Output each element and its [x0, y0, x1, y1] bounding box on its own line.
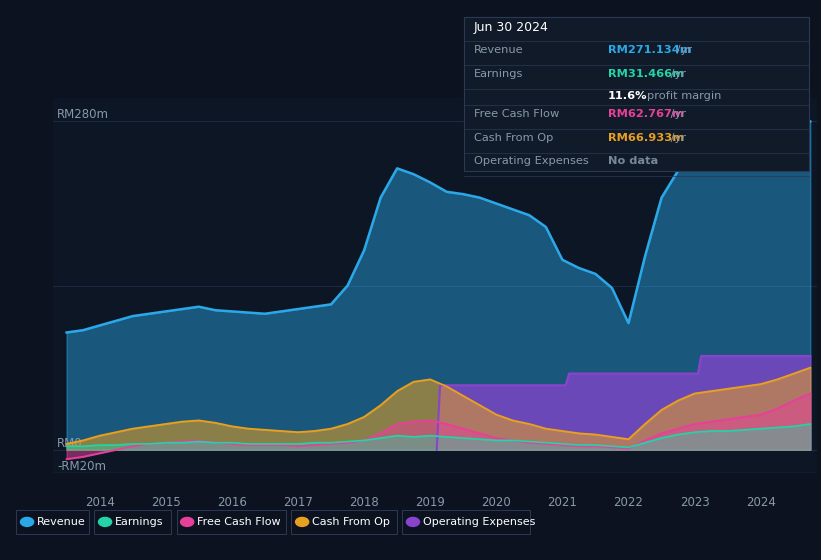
Text: RM62.767m: RM62.767m: [608, 109, 683, 119]
Text: 2024: 2024: [745, 496, 776, 508]
Text: 2023: 2023: [680, 496, 709, 508]
Text: RM31.466m: RM31.466m: [608, 69, 684, 78]
Text: RM0: RM0: [57, 437, 83, 450]
Text: Operating Expenses: Operating Expenses: [423, 517, 535, 527]
Text: 2016: 2016: [217, 496, 247, 508]
Text: 2019: 2019: [415, 496, 445, 508]
Text: Jun 30 2024: Jun 30 2024: [474, 21, 548, 34]
Text: /yr: /yr: [667, 133, 686, 143]
Text: /yr: /yr: [667, 69, 686, 78]
Text: /yr: /yr: [673, 45, 692, 55]
Text: Revenue: Revenue: [474, 45, 523, 55]
Text: 2021: 2021: [548, 496, 577, 508]
Text: Earnings: Earnings: [474, 69, 523, 78]
Text: Revenue: Revenue: [37, 517, 85, 527]
Text: profit margin: profit margin: [647, 91, 722, 101]
Text: 11.6%: 11.6%: [608, 91, 647, 101]
Text: Operating Expenses: Operating Expenses: [474, 156, 589, 166]
Text: 2018: 2018: [349, 496, 379, 508]
Text: 2015: 2015: [151, 496, 181, 508]
Text: 2020: 2020: [481, 496, 511, 508]
Text: 2017: 2017: [283, 496, 313, 508]
Text: Cash From Op: Cash From Op: [312, 517, 390, 527]
Text: Earnings: Earnings: [115, 517, 163, 527]
Text: RM66.933m: RM66.933m: [608, 133, 684, 143]
Text: Free Cash Flow: Free Cash Flow: [474, 109, 559, 119]
Text: -RM20m: -RM20m: [57, 460, 106, 473]
Text: Cash From Op: Cash From Op: [474, 133, 553, 143]
Text: /yr: /yr: [667, 109, 686, 119]
Text: 2014: 2014: [85, 496, 115, 508]
Text: RM271.134m: RM271.134m: [608, 45, 691, 55]
Text: RM280m: RM280m: [57, 109, 109, 122]
Text: Free Cash Flow: Free Cash Flow: [197, 517, 281, 527]
Text: 2022: 2022: [613, 496, 644, 508]
Text: No data: No data: [608, 156, 658, 166]
